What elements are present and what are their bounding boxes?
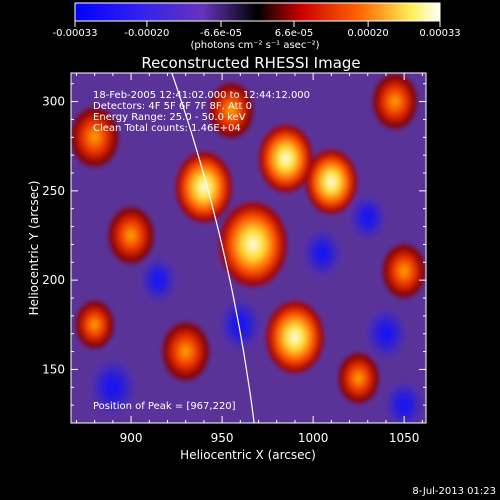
colorbar-tick-label: -0.00020 xyxy=(124,28,169,39)
x-tick-label: 1050 xyxy=(389,431,420,445)
peak-position-label: Position of Peak = [967,220] xyxy=(93,401,236,412)
y-tick-label: 150 xyxy=(42,362,65,376)
x-tick-labels: 900 950 1000 1050 xyxy=(120,431,420,445)
colorbar-tick-label: 0.00020 xyxy=(347,28,388,39)
positive-source xyxy=(257,122,315,195)
annotation-line: Energy Range: 25.0 - 50.0 keV xyxy=(93,112,246,123)
positive-source xyxy=(74,298,116,351)
x-tick-label: 1000 xyxy=(298,431,329,445)
negative-source xyxy=(382,377,426,423)
y-tick-label: 300 xyxy=(42,95,65,109)
annotation-line: 18-Feb-2005 12:41:02.000 to 12:44:12.000 xyxy=(93,90,310,101)
positive-source xyxy=(304,147,359,217)
colorbar-ticks xyxy=(74,21,441,27)
x-tick-label: 900 xyxy=(120,431,143,445)
positive-source xyxy=(106,204,156,267)
x-tick-label: 950 xyxy=(211,431,234,445)
axis-ticks xyxy=(71,73,426,423)
positive-source xyxy=(264,298,326,376)
negative-source xyxy=(137,254,180,306)
colorbar-tick-label: -6.6e-05 xyxy=(200,28,242,39)
colorbar-tick-label: 0.00033 xyxy=(419,28,460,39)
negative-source xyxy=(362,304,410,363)
positive-source xyxy=(173,149,234,225)
annotation-line: Clean Total counts: 1.46E+04 xyxy=(93,123,241,134)
colorbar-unit-label: (photons cm⁻² s⁻¹ asec⁻²) xyxy=(190,40,319,51)
colorbar-tick-labels: -0.00033 -0.00020 -6.6e-05 6.6e-05 0.00020 0.… xyxy=(53,28,461,39)
y-tick-labels: 150 200 250 300 xyxy=(42,95,65,377)
negative-source xyxy=(86,354,139,420)
heatmap-image xyxy=(71,73,426,423)
negative-source xyxy=(216,294,265,355)
positive-source xyxy=(207,80,256,141)
y-axis-label: Heliocentric Y (arcsec) xyxy=(27,181,41,316)
plot-frame xyxy=(70,72,427,424)
negative-source xyxy=(300,225,345,281)
image-annotations: 18-Feb-2005 12:41:02.000 to 12:44:12.000… xyxy=(93,90,310,134)
y-tick-label: 200 xyxy=(42,273,65,287)
y-tick-label: 250 xyxy=(42,184,65,198)
negative-source xyxy=(347,191,389,244)
footer-timestamp: 8-Jul-2013 01:23 xyxy=(412,486,496,497)
emission-sources xyxy=(71,73,426,423)
chart-title: Reconstructed RHESSI Image xyxy=(141,54,360,72)
positive-source xyxy=(71,104,121,170)
solar-limb-line xyxy=(171,73,255,423)
x-axis-label: Heliocentric X (arcsec) xyxy=(180,448,316,462)
colorbar xyxy=(74,2,441,22)
colorbar-tick-label: 6.6e-05 xyxy=(275,28,313,39)
positive-source xyxy=(160,319,212,384)
positive-source xyxy=(380,242,426,301)
positive-source xyxy=(371,73,420,132)
positive-source xyxy=(217,199,290,290)
colorbar-tick-label: -0.00033 xyxy=(53,28,98,39)
annotation-line: Detectors: 4F 5F 6F 7F 8F, Att 0 xyxy=(93,101,252,112)
positive-source xyxy=(336,350,381,406)
